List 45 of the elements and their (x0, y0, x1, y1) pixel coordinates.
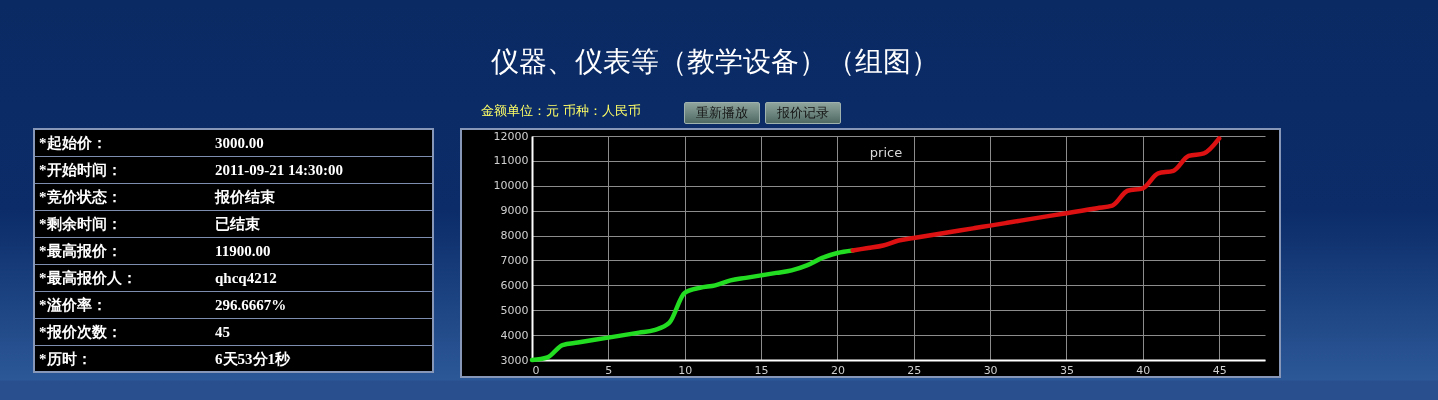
y-tick-label: 6000 (500, 278, 529, 292)
x-tick-label: 40 (1136, 363, 1151, 377)
text: *起始价： (35, 130, 211, 157)
y-tick-label: 7000 (500, 253, 529, 267)
text: *剩余时间： (35, 210, 211, 238)
y-tick-label: 4000 (500, 328, 529, 342)
text: *溢价率： (35, 291, 211, 319)
x-tick-label: 15 (754, 363, 769, 377)
replay-button[interactable]: 重新播放 (684, 102, 760, 124)
x-tick-label: 20 (830, 363, 845, 377)
y-tick-label: 5000 (500, 303, 529, 317)
text: 2011-09-21 14:30:00 (211, 156, 432, 184)
chart-subtitle: 金额单位：元 币种：人民币 (481, 102, 642, 120)
y-tick-label: 8000 (500, 229, 529, 243)
x-tick-label: 30 (983, 363, 998, 377)
records-button[interactable]: 报价记录 (765, 102, 841, 124)
text: *最高报价人： (35, 264, 211, 292)
text: 45 (211, 318, 432, 346)
y-tick-label: 12000 (493, 129, 529, 143)
chart-title: 仪器、仪表等（教学设备）（组图） (490, 45, 940, 79)
annotation: price (869, 145, 903, 160)
text: 296.6667% (211, 291, 432, 319)
text: 11900.00 (211, 237, 432, 265)
x-tick-label: 45 (1212, 363, 1227, 377)
line-series (850, 136, 1222, 253)
text: 报价结束 (211, 183, 432, 211)
y-tick-label: 9000 (500, 204, 529, 218)
x-tick-label: 10 (678, 363, 693, 377)
x-tick-label: 25 (907, 363, 922, 377)
y-tick-label: 10000 (493, 179, 529, 193)
y-tick-label: 11000 (493, 154, 529, 168)
text: *竞价状态： (35, 183, 211, 211)
text: *最高报价： (35, 237, 211, 265)
x-tick-label: 0 (532, 363, 540, 377)
x-tick-label: 5 (605, 363, 613, 377)
y-tick-label: 3000 (500, 353, 529, 367)
text: qhcq4212 (211, 264, 432, 292)
text: 6天53分1秒 (214, 349, 291, 369)
text: *历时： (38, 349, 93, 369)
text: *开始时间： (35, 156, 211, 184)
text: 已结束 (211, 210, 432, 238)
text: 3000.00 (211, 130, 432, 157)
line-series (529, 248, 855, 363)
text: *报价次数： (35, 318, 211, 346)
x-tick-label: 35 (1059, 363, 1074, 377)
